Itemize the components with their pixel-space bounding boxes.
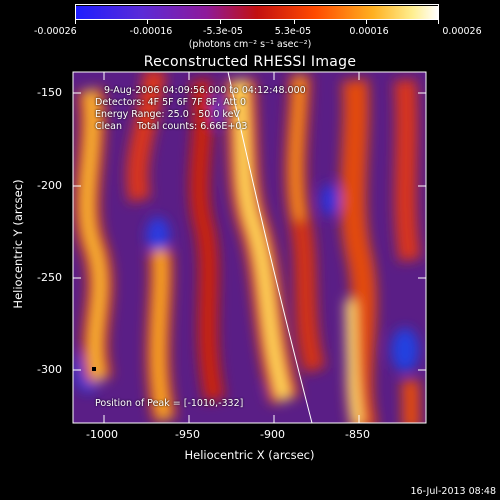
plot-frame <box>72 71 427 424</box>
colorbar-label: -0.00026 <box>34 26 77 37</box>
image-area <box>73 72 426 423</box>
x-tick-label: -900 <box>260 428 285 441</box>
colorbar-label: -0.00016 <box>129 26 173 37</box>
colorbar-label: 0.00016 <box>349 26 389 37</box>
colorbar-tick <box>75 20 76 24</box>
colorbar-label: 0.00026 <box>442 26 482 37</box>
colorbar-label: -5.3e-05 <box>203 26 243 37</box>
x-axis-ticks <box>103 72 360 423</box>
x-tick-label: -950 <box>175 428 200 441</box>
colorbar-tick <box>366 20 367 24</box>
detectors-info: Detectors: 4F 5F 6F 7F 8F, Att 0 <box>95 97 247 108</box>
energy-range-info: Energy Range: 25.0 - 50.0 keV <box>95 109 240 120</box>
colorbar-tick <box>438 20 439 24</box>
observation-time: 9-Aug-2006 04:09:56.000 to 04:12:48.000 <box>104 85 306 96</box>
timestamp: 16-Jul-2013 08:48 <box>410 486 496 497</box>
x-axis-label: Heliocentric X (arcsec) <box>184 448 315 462</box>
y-axis-label: Heliocentric Y (arcsec) <box>11 179 25 309</box>
colorbar-gradient <box>76 6 438 19</box>
y-tick-label: -300 <box>37 363 62 376</box>
x-tick-label: -850 <box>345 428 370 441</box>
y-tick-label: -200 <box>37 179 62 192</box>
colorbar <box>75 4 439 20</box>
solar-limb-line <box>227 72 313 423</box>
colorbar-tick <box>147 20 148 24</box>
colorbar-units: (photons cm⁻² s⁻¹ asec⁻²) <box>188 39 312 50</box>
emission-stripes <box>74 72 421 423</box>
colorbar-tick <box>220 20 221 24</box>
y-axis-ticks <box>73 92 426 371</box>
y-tick-label: -150 <box>37 86 62 99</box>
peak-position: Position of Peak = [-1010,-332] <box>95 398 244 409</box>
y-tick-label: -250 <box>37 271 62 284</box>
x-tick-label: -1000 <box>86 428 118 441</box>
colorbar-tick <box>294 20 295 24</box>
clean-counts-info: Clean Total counts: 6.66E+03 <box>95 121 248 132</box>
plot-title: Reconstructed RHESSI Image <box>143 54 357 70</box>
colorbar-label: 5.3e-05 <box>274 26 312 37</box>
peak-marker <box>92 367 96 371</box>
